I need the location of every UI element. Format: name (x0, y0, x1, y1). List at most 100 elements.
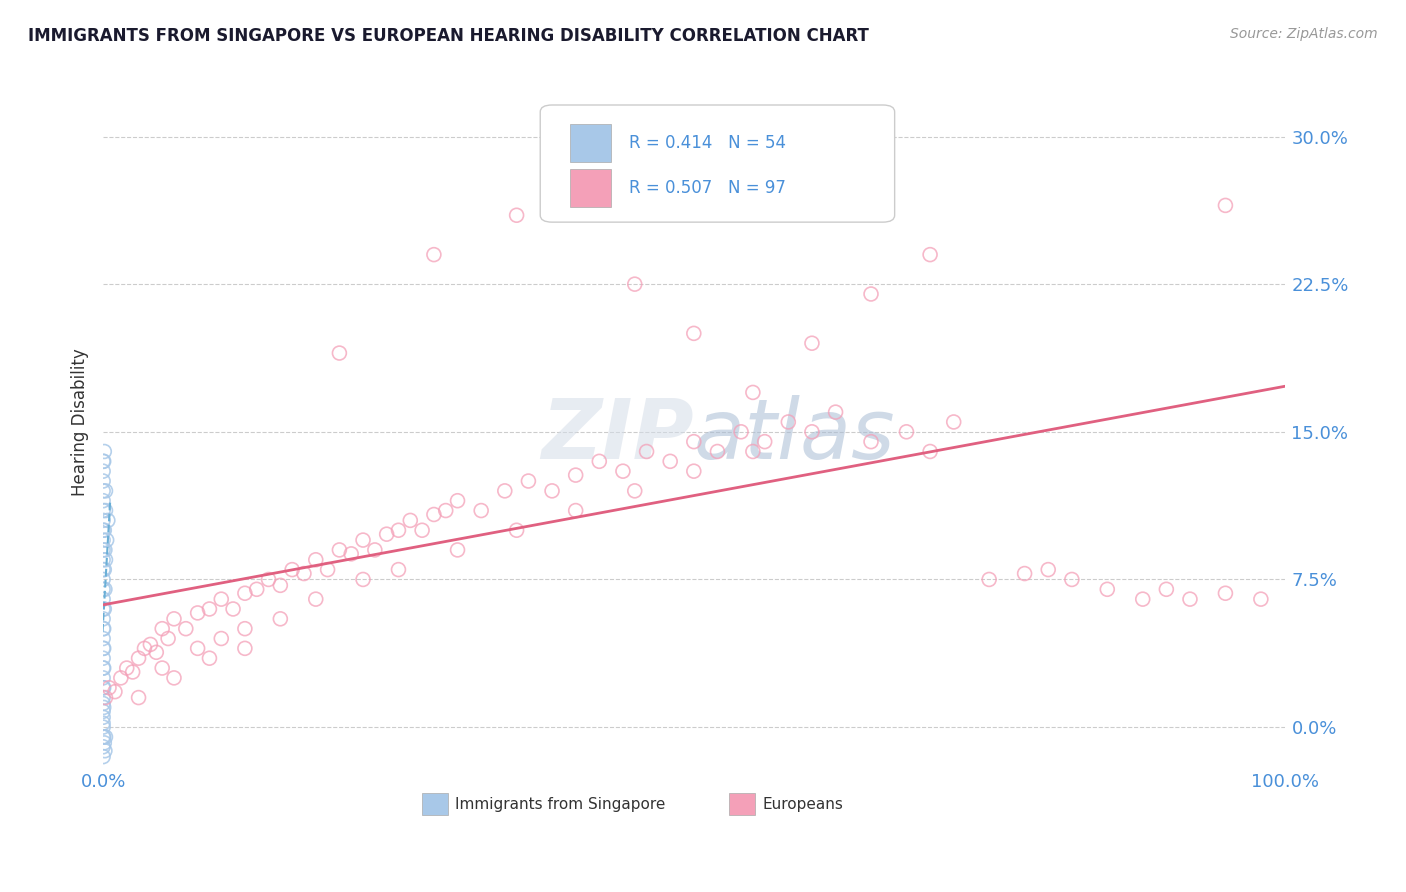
Point (91, 739, 114, 754)
Point (305, 553, 328, 567)
Point (91, 651, 114, 665)
Point (91, 543, 114, 558)
Point (115, 661, 138, 675)
Point (1132, 592, 1154, 607)
Point (741, 385, 763, 400)
Point (93, 523, 115, 537)
FancyBboxPatch shape (569, 124, 612, 161)
Point (98, 681, 121, 695)
Point (233, 622, 256, 636)
Point (198, 602, 221, 616)
Point (328, 543, 350, 558)
Point (91, 602, 114, 616)
Point (91, 513, 114, 527)
Point (94, 543, 117, 558)
Point (94, 553, 117, 567)
Point (623, 277, 645, 292)
Point (91, 632, 114, 646)
Point (93, 736, 115, 750)
Point (920, 444, 942, 458)
Point (316, 563, 339, 577)
Point (1215, 198, 1237, 212)
Point (1097, 582, 1119, 597)
Point (364, 543, 387, 558)
Point (93, 661, 115, 675)
Point (352, 573, 374, 587)
Point (800, 336, 823, 351)
Point (128, 690, 150, 705)
Point (94, 744, 117, 758)
Text: ZIP: ZIP (541, 395, 693, 476)
Point (209, 592, 232, 607)
Point (157, 632, 180, 646)
Point (281, 563, 304, 577)
Point (896, 425, 918, 439)
Point (706, 444, 728, 458)
Point (860, 434, 883, 449)
Point (91, 553, 114, 567)
Point (104, 684, 127, 698)
Text: Immigrants from Singapore: Immigrants from Singapore (456, 797, 665, 812)
Point (1215, 586, 1237, 600)
Point (187, 641, 209, 656)
Point (328, 346, 350, 360)
Text: R = 0.507   N = 97: R = 0.507 N = 97 (628, 178, 786, 197)
Point (399, 513, 422, 527)
Point (730, 425, 752, 439)
Text: IMMIGRANTS FROM SINGAPORE VS EUROPEAN HEARING DISABILITY CORRELATION CHART: IMMIGRANTS FROM SINGAPORE VS EUROPEAN HE… (28, 27, 869, 45)
Point (505, 523, 527, 537)
Point (659, 454, 682, 468)
Point (292, 566, 315, 581)
Point (824, 405, 846, 419)
Point (93, 454, 115, 468)
Point (612, 464, 634, 478)
Point (209, 632, 232, 646)
Point (91, 612, 114, 626)
Point (682, 434, 704, 449)
Point (423, 508, 446, 522)
Text: Source: ZipAtlas.com: Source: ZipAtlas.com (1230, 27, 1378, 41)
Point (128, 651, 150, 665)
Text: atlas: atlas (693, 395, 896, 476)
Point (91, 716, 114, 731)
Point (682, 326, 704, 341)
Point (1060, 573, 1083, 587)
FancyBboxPatch shape (540, 105, 894, 222)
Point (564, 468, 586, 483)
Point (423, 247, 446, 261)
Text: R = 0.414   N = 54: R = 0.414 N = 54 (628, 134, 786, 152)
Point (91, 573, 114, 587)
Point (93, 700, 115, 714)
Point (93, 681, 115, 695)
Point (91, 563, 114, 577)
Point (682, 464, 704, 478)
Point (411, 523, 433, 537)
Point (920, 247, 942, 261)
Point (387, 563, 409, 577)
Point (942, 415, 965, 429)
Point (636, 444, 658, 458)
Point (163, 612, 186, 626)
Point (352, 533, 374, 547)
Point (91, 622, 114, 636)
Point (269, 612, 291, 626)
FancyBboxPatch shape (730, 793, 755, 814)
Point (800, 425, 823, 439)
Point (93, 622, 115, 636)
Point (91, 464, 114, 478)
Point (91, 592, 114, 607)
Point (91, 681, 114, 695)
Point (434, 503, 457, 517)
Point (91, 749, 114, 764)
Point (91, 582, 114, 597)
Point (91, 671, 114, 685)
Point (505, 208, 527, 222)
Point (150, 622, 173, 636)
Point (91, 641, 114, 656)
Y-axis label: Hearing Disability: Hearing Disability (72, 348, 89, 496)
Point (233, 586, 256, 600)
Point (110, 671, 132, 685)
FancyBboxPatch shape (422, 793, 449, 814)
Point (187, 606, 209, 620)
Point (96, 533, 118, 547)
